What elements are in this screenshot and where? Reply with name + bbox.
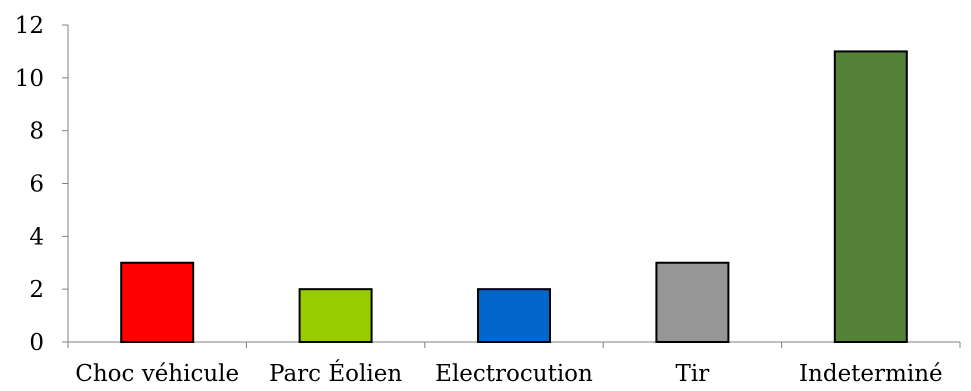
bar-choc-v-hicule bbox=[120, 261, 195, 343]
y-tick-label: 10 bbox=[15, 66, 44, 92]
x-tick-label: Electrocution bbox=[435, 361, 593, 387]
bar-electrocution bbox=[477, 288, 551, 343]
x-tick-label: Indeterminé bbox=[799, 361, 943, 387]
y-tick-label: 12 bbox=[15, 13, 44, 39]
x-tick-label: Parc Éolien bbox=[269, 360, 402, 387]
y-tick-label: 2 bbox=[29, 277, 44, 303]
bar-tir bbox=[655, 261, 730, 343]
y-axis: 0 2 4 6 8 10 12 bbox=[15, 13, 69, 356]
y-tick-label: 8 bbox=[29, 119, 44, 145]
y-tick-label: 0 bbox=[29, 330, 44, 356]
y-tick-label: 6 bbox=[29, 172, 44, 198]
bar-indetermin- bbox=[833, 50, 908, 344]
x-axis: Choc véhicule Parc Éolien Electrocution Tir… bbox=[67, 341, 961, 387]
bars-group bbox=[120, 50, 908, 344]
x-tick-label: Choc véhicule bbox=[75, 361, 239, 387]
y-tick-label: 4 bbox=[29, 224, 44, 250]
x-tick-label: Tir bbox=[676, 361, 710, 387]
bar-parc-olien bbox=[298, 288, 373, 343]
